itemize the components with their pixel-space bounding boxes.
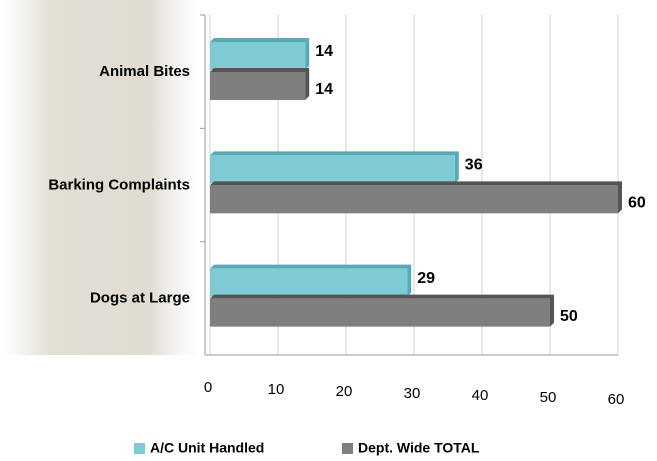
legend-label: Dept. Wide TOTAL <box>358 440 480 456</box>
x-tick-label: 60 <box>608 391 625 408</box>
y-tick-label: Dogs at Large <box>90 290 190 307</box>
data-label: 29 <box>417 270 435 287</box>
data-label: 60 <box>628 195 646 212</box>
data-label: 14 <box>315 43 333 60</box>
bar-depth <box>210 68 310 100</box>
bar-depth <box>210 294 554 327</box>
bar <box>210 42 306 70</box>
legend-swatch <box>134 443 145 454</box>
bar <box>210 268 408 297</box>
legend-swatch <box>342 443 353 454</box>
data-label: 14 <box>315 81 333 98</box>
x-tick-label: 10 <box>268 381 285 398</box>
data-label: 50 <box>560 308 578 325</box>
bar <box>210 155 455 184</box>
bar-depth <box>210 38 310 70</box>
x-tick-label: 0 <box>204 379 212 396</box>
y-tick-label: Barking Complaints <box>48 176 190 193</box>
legend-label: A/C Unit Handled <box>150 440 264 456</box>
bar-depth <box>210 264 412 297</box>
bar-depth <box>210 151 459 184</box>
data-label: 36 <box>465 157 483 174</box>
x-tick-label: 40 <box>472 387 489 404</box>
x-tick-label: 30 <box>404 385 421 402</box>
bar-depth <box>210 181 622 214</box>
bar <box>210 185 618 214</box>
x-tick-label: 20 <box>336 383 353 400</box>
bar <box>210 72 306 100</box>
bar <box>210 298 550 327</box>
background-photo <box>0 0 200 355</box>
x-tick-label: 50 <box>540 389 557 406</box>
y-tick-label: Animal Bites <box>99 63 190 80</box>
